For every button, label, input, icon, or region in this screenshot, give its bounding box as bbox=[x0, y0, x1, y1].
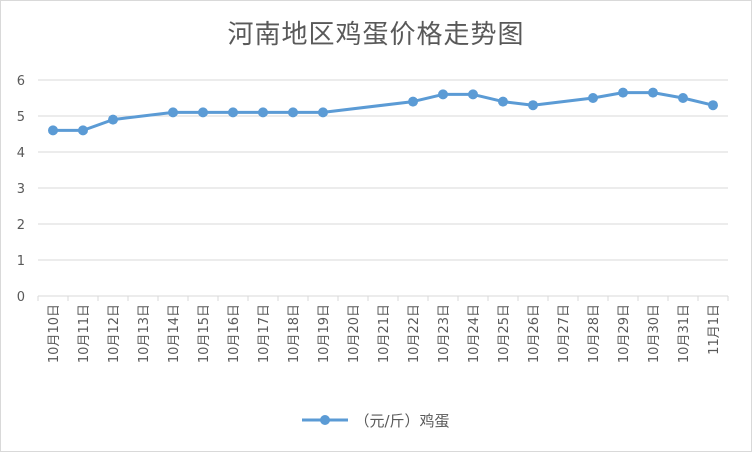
x-tick-label: 10月14日 bbox=[167, 304, 182, 363]
legend-marker-icon bbox=[302, 415, 349, 425]
x-tick-label: 10月10日 bbox=[47, 304, 62, 363]
data-point bbox=[498, 96, 508, 107]
x-tick-label: 10月24日 bbox=[467, 304, 482, 363]
x-tick-label: 10月29日 bbox=[617, 304, 632, 363]
data-point bbox=[408, 96, 418, 107]
x-tick-label: 10月16日 bbox=[227, 304, 242, 363]
data-point bbox=[618, 87, 628, 98]
data-point bbox=[78, 125, 88, 136]
series-line bbox=[53, 91, 714, 132]
x-tick-label: 10月23日 bbox=[437, 304, 452, 363]
x-tick-label: 10月31日 bbox=[677, 304, 692, 363]
x-tick-label: 10月22日 bbox=[407, 304, 422, 363]
x-tick-label: 10月15日 bbox=[197, 304, 212, 363]
chart-title: 河南地区鸡蛋价格走势图 bbox=[227, 20, 525, 50]
x-tick-label: 10月26日 bbox=[527, 304, 542, 363]
x-tick-label: 10月11日 bbox=[77, 304, 92, 363]
x-tick-label: 10月17日 bbox=[257, 304, 272, 363]
x-tick-label: 10月20日 bbox=[347, 304, 362, 363]
legend: （元/斤）鸡蛋 bbox=[0, 405, 752, 435]
x-tick-label: 10月13日 bbox=[137, 304, 152, 363]
data-point bbox=[648, 87, 658, 98]
data-point bbox=[438, 89, 448, 100]
y-tick-label: 6 bbox=[17, 74, 25, 89]
data-point bbox=[708, 100, 718, 111]
data-point bbox=[318, 107, 328, 118]
data-point bbox=[258, 107, 268, 118]
data-point bbox=[288, 107, 298, 118]
data-point bbox=[108, 114, 118, 125]
x-tick-label: 10月30日 bbox=[647, 304, 662, 363]
y-tick-label: 5 bbox=[17, 110, 25, 125]
x-tick-label: 10月27日 bbox=[557, 304, 572, 363]
x-tick-label: 10月21日 bbox=[377, 304, 392, 363]
x-tick-label: 10月19日 bbox=[317, 304, 332, 363]
x-tick-label: 10月18日 bbox=[287, 304, 302, 363]
data-point bbox=[168, 107, 178, 118]
data-point bbox=[468, 89, 478, 100]
y-tick-label: 2 bbox=[17, 218, 25, 233]
data-point bbox=[48, 125, 58, 136]
y-tick-label: 3 bbox=[17, 182, 25, 197]
data-point bbox=[678, 93, 688, 103]
y-tick-label: 0 bbox=[17, 290, 25, 305]
x-tick-label: 11月1日 bbox=[707, 304, 722, 355]
legend-label: （元/斤）鸡蛋 bbox=[354, 411, 450, 430]
x-tick-label: 10月28日 bbox=[587, 304, 602, 363]
x-tick-label: 10月25日 bbox=[497, 304, 512, 363]
data-point bbox=[588, 93, 598, 103]
x-tick-label: 10月12日 bbox=[107, 304, 122, 363]
data-point bbox=[198, 107, 208, 118]
data-point bbox=[528, 100, 538, 111]
data-point bbox=[228, 107, 238, 118]
y-tick-label: 1 bbox=[17, 254, 25, 269]
y-tick-label: 4 bbox=[17, 146, 25, 161]
